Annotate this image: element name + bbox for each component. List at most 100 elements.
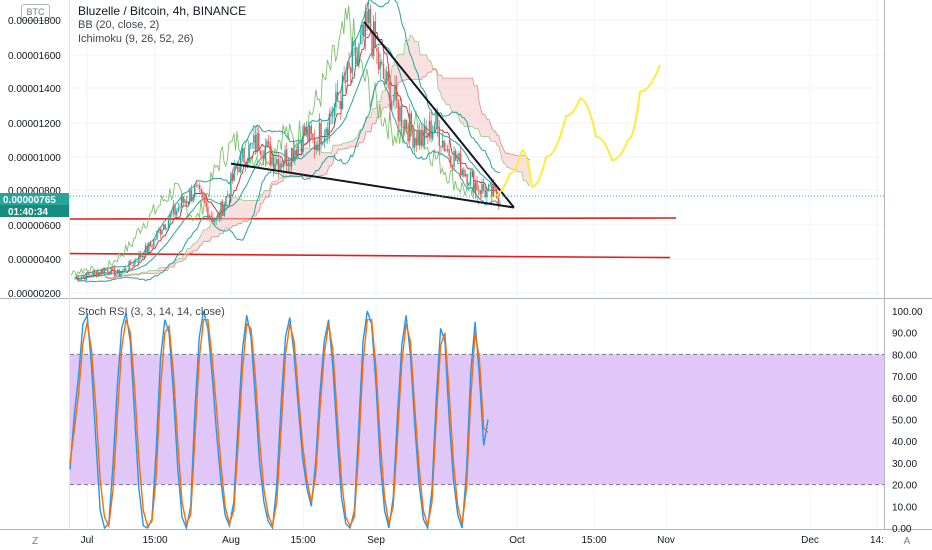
- candle-body: [343, 75, 345, 81]
- candle-body: [123, 268, 125, 271]
- candle-body: [289, 163, 291, 167]
- candle-body: [463, 169, 465, 177]
- candle-body: [404, 119, 406, 129]
- stoch-tick-label: 40.00: [892, 437, 917, 448]
- candle-body: [125, 268, 127, 271]
- candle-body: [397, 100, 399, 122]
- currency-button[interactable]: BTC: [21, 4, 50, 21]
- candle-body: [90, 275, 93, 277]
- candle-body: [351, 48, 354, 73]
- candle-body: [359, 35, 362, 45]
- candle-body: [108, 272, 111, 275]
- candle-body: [496, 188, 498, 198]
- candle-body: [400, 105, 403, 127]
- candle-body: [368, 8, 370, 24]
- candle-body: [330, 113, 332, 117]
- candle-body: [169, 214, 171, 221]
- stoch-rsi-lines: [69, 310, 489, 531]
- candle-body: [372, 21, 375, 57]
- candle-body: [121, 270, 124, 274]
- candle-body: [154, 239, 157, 240]
- candle-body: [251, 142, 253, 144]
- candle-body: [207, 207, 209, 220]
- candle-body: [138, 253, 140, 263]
- candle-body: [202, 192, 204, 199]
- candle-body: [131, 265, 134, 266]
- candle-body: [302, 126, 304, 152]
- candle-body: [308, 125, 311, 143]
- candle-body: [153, 239, 155, 248]
- stoch-band-fill: [70, 354, 884, 485]
- price-tick-label: 0.00001400: [8, 84, 61, 95]
- candle-body: [82, 276, 84, 278]
- candle-body: [494, 185, 496, 189]
- candle-body: [413, 137, 416, 148]
- candle-body: [410, 113, 413, 131]
- candle-body: [486, 189, 488, 198]
- candle-body: [98, 272, 101, 275]
- time-tick-label: Oct: [509, 535, 525, 546]
- candle-body: [284, 149, 286, 165]
- candle-body: [461, 169, 463, 176]
- stoch-axis[interactable]: 100.00 90.00 80.00 70.00 60.00 50.00 40.00 30.0…: [892, 307, 923, 535]
- triangle-trendlines[interactable]: [230, 21, 515, 209]
- timezone-button[interactable]: Z: [31, 536, 39, 547]
- candle-body: [466, 174, 468, 185]
- last-price-label: 0.00000765: [3, 195, 56, 206]
- candle-body: [213, 220, 216, 222]
- candle-body: [479, 190, 482, 194]
- candle-body: [151, 246, 153, 248]
- time-axis[interactable]: Jul 15:00 Aug 15:00 Sep Oct 15:00 Nov Dec 14:: [81, 535, 884, 546]
- candle-body: [328, 113, 331, 136]
- price-axis[interactable]: 0.00001800 0.00001600 0.00001400 0.00001200…: [8, 16, 61, 300]
- candles: [74, 0, 501, 282]
- price-tick-label: 0.00001000: [8, 153, 61, 164]
- candle-body: [317, 144, 319, 151]
- candle-body: [148, 242, 150, 253]
- candle-body: [271, 157, 273, 166]
- ichimoku-legend: Ichimoku (9, 26, 52, 26): [78, 33, 194, 45]
- time-tick-label: 15:00: [142, 535, 167, 546]
- auto-scale-button[interactable]: A: [903, 536, 911, 547]
- time-tick-label: Jul: [81, 535, 94, 546]
- stoch-tick-label: 70.00: [892, 372, 917, 383]
- candle-body: [353, 48, 355, 49]
- candle-body: [241, 148, 244, 154]
- candle-body: [136, 261, 139, 263]
- candle-body: [379, 61, 381, 70]
- time-tick-label: 15:00: [581, 535, 606, 546]
- candle-body: [128, 261, 130, 271]
- candle-body: [226, 194, 229, 196]
- candle-body: [84, 276, 86, 280]
- time-tick-label: 15:00: [290, 535, 315, 546]
- forecast-path[interactable]: [491, 64, 661, 198]
- candle-body: [313, 137, 316, 151]
- candle-body: [341, 75, 344, 109]
- stoch-tick-label: 20.00: [892, 481, 917, 492]
- candle-body: [292, 147, 294, 162]
- candle-body: [233, 166, 235, 181]
- time-tick-label: Aug: [222, 535, 240, 546]
- candle-body: [318, 122, 321, 151]
- candle-body: [279, 163, 281, 171]
- candle-body: [335, 91, 337, 108]
- candle-body: [440, 146, 442, 148]
- candle-body: [438, 127, 440, 147]
- candle-body: [346, 62, 349, 83]
- candle-body: [294, 149, 296, 162]
- candle-body: [325, 128, 327, 136]
- candle-body: [423, 126, 426, 146]
- candle-body: [174, 205, 176, 216]
- candle-body: [469, 172, 472, 185]
- candle-body: [333, 107, 335, 117]
- candle-body: [417, 131, 419, 146]
- candle-body: [167, 220, 170, 229]
- candle-body: [499, 203, 501, 206]
- candle-body: [240, 153, 242, 173]
- candle-body: [139, 253, 142, 258]
- candle-body: [448, 148, 450, 157]
- candle-body: [102, 269, 104, 274]
- support-lines: [69, 217, 677, 259]
- candle-body: [415, 137, 418, 146]
